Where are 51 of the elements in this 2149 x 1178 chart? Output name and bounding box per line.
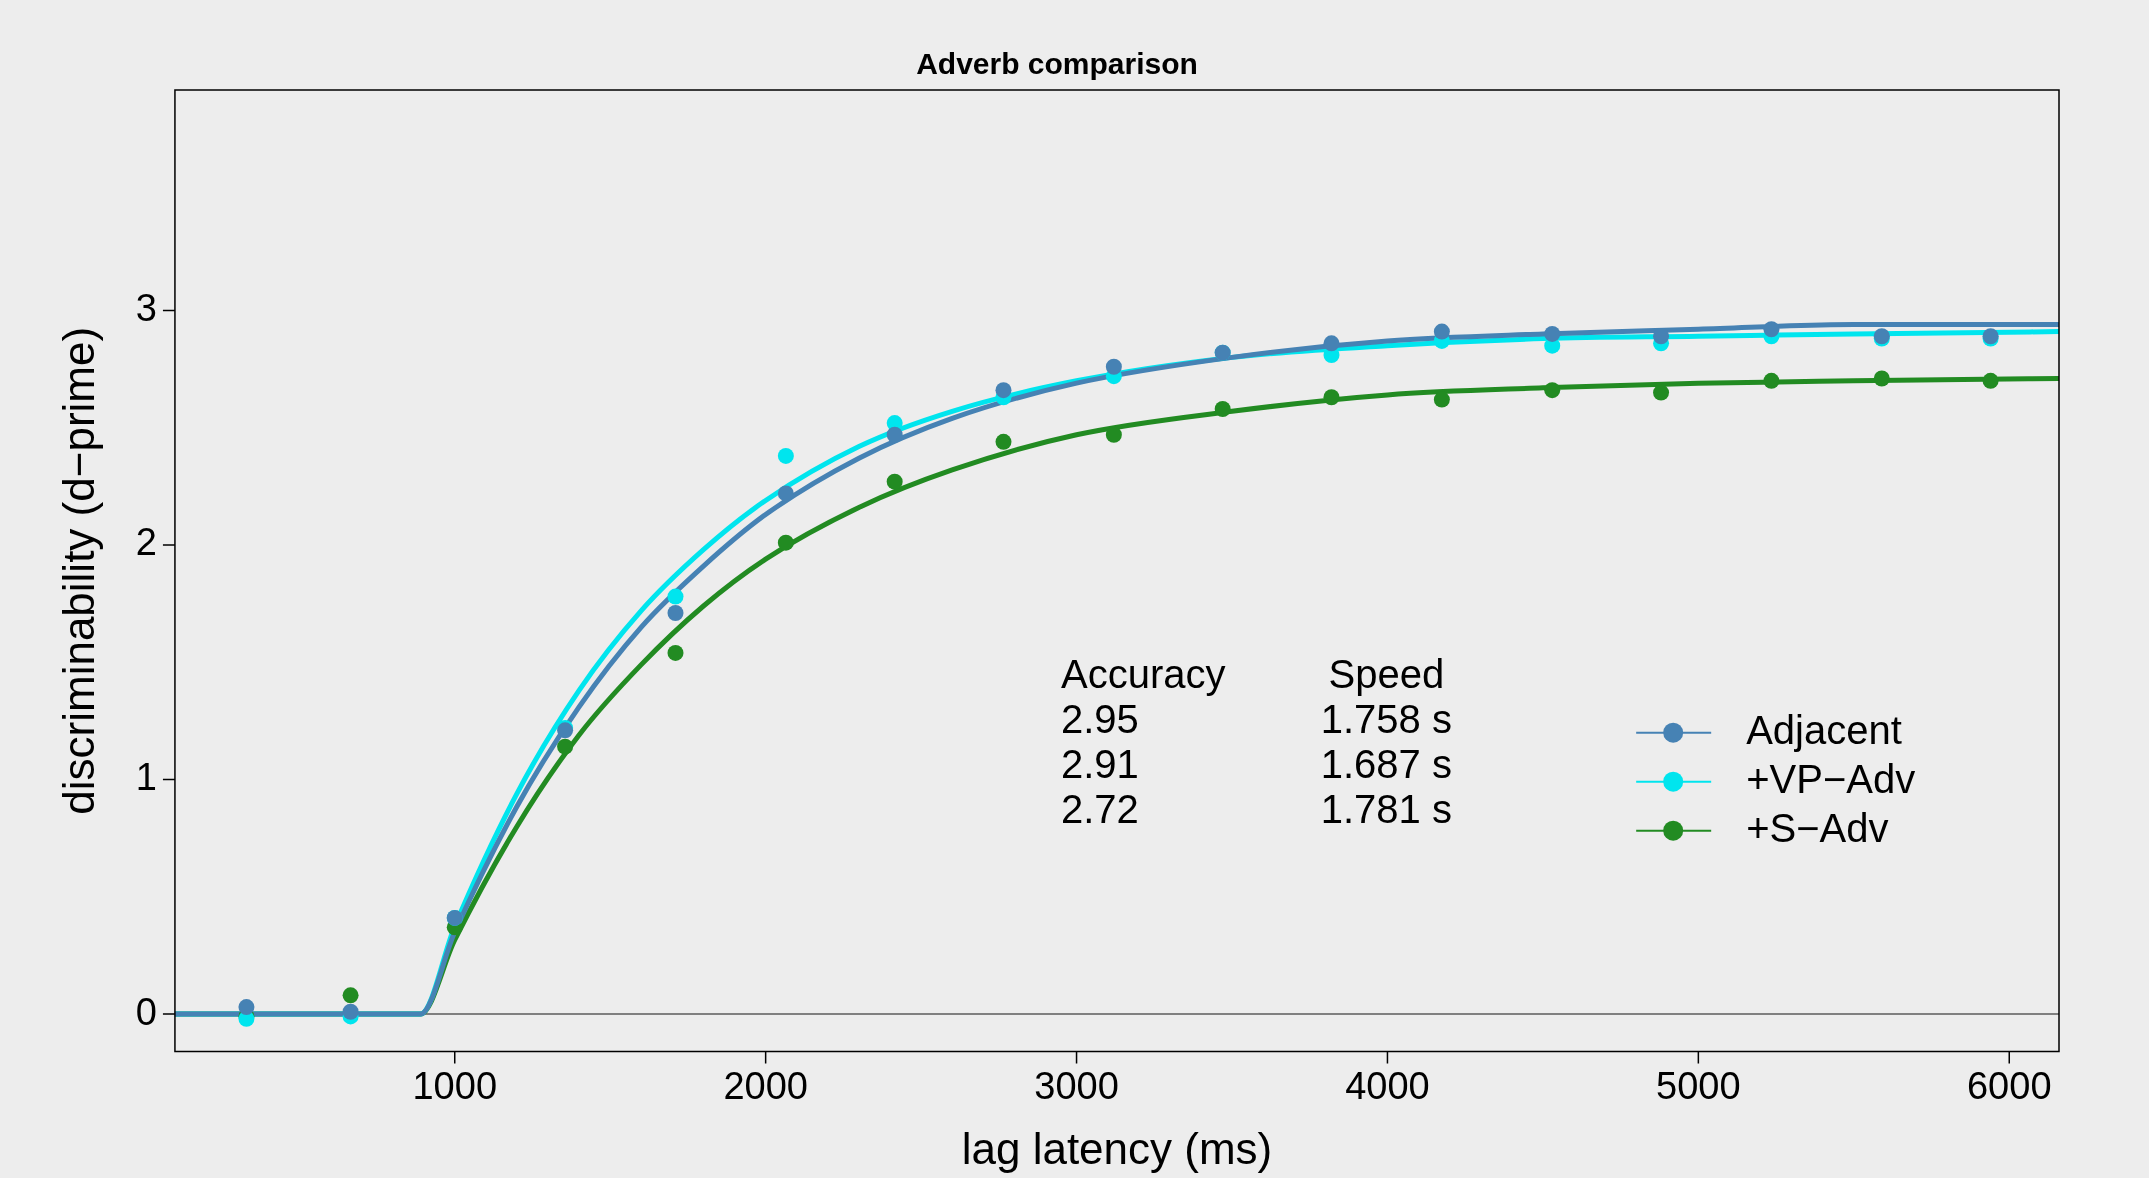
- point: [667, 588, 684, 605]
- point: [1433, 391, 1450, 408]
- annotation: 2.95: [1061, 697, 1139, 742]
- y-tick-label: 1: [135, 756, 157, 799]
- point: [995, 433, 1012, 450]
- annotation: Speed: [1328, 652, 1445, 697]
- y-tick-label: 0: [135, 990, 157, 1033]
- y-axis-title: discriminability (d−prime): [53, 326, 103, 815]
- annotation: 1.758 s: [1320, 697, 1452, 742]
- point: [667, 644, 684, 661]
- point: [886, 473, 903, 490]
- point: [1544, 325, 1561, 342]
- point: [1982, 372, 1999, 389]
- legend-label: Adjacent: [1746, 707, 1902, 752]
- annotation: 2.91: [1061, 742, 1139, 787]
- x-tick-label: 6000: [1966, 1064, 2052, 1107]
- x-axis-title: lag latency (ms): [961, 1123, 1273, 1173]
- annotation: 1.687 s: [1320, 742, 1452, 787]
- x-tick-label: 2000: [723, 1064, 808, 1107]
- chart-title: Adverb comparison: [916, 47, 1198, 81]
- point: [1763, 372, 1780, 389]
- point: [1433, 323, 1450, 340]
- point: [667, 605, 684, 622]
- point: [777, 447, 794, 464]
- point: [886, 426, 903, 443]
- x-tick-label: 5000: [1656, 1064, 1741, 1107]
- point: [1105, 358, 1122, 375]
- point: [1873, 370, 1890, 387]
- point: [1653, 384, 1670, 401]
- y-tick-label: 2: [135, 521, 157, 564]
- point: [342, 987, 359, 1004]
- annotation: Accuracy: [1061, 652, 1226, 697]
- point: [1323, 389, 1340, 406]
- annotation: 1.781 s: [1320, 787, 1452, 832]
- legend-label: +VP−Adv: [1746, 756, 1916, 801]
- point: [777, 485, 794, 502]
- y-tick-label: 3: [135, 286, 157, 329]
- x-tick-label: 4000: [1345, 1064, 1430, 1107]
- legend-label: +S−Adv: [1746, 805, 1889, 850]
- point: [1763, 321, 1780, 338]
- point: [557, 738, 574, 755]
- point: [995, 382, 1012, 399]
- point: [1214, 400, 1231, 417]
- x-tick-label: 1000: [412, 1064, 498, 1107]
- point: [1544, 382, 1561, 399]
- point: [777, 534, 794, 551]
- point: [1323, 335, 1340, 352]
- x-tick-label: 3000: [1034, 1064, 1119, 1107]
- point: [342, 1003, 359, 1020]
- point: [238, 999, 255, 1016]
- annotation: 2.72: [1061, 787, 1139, 832]
